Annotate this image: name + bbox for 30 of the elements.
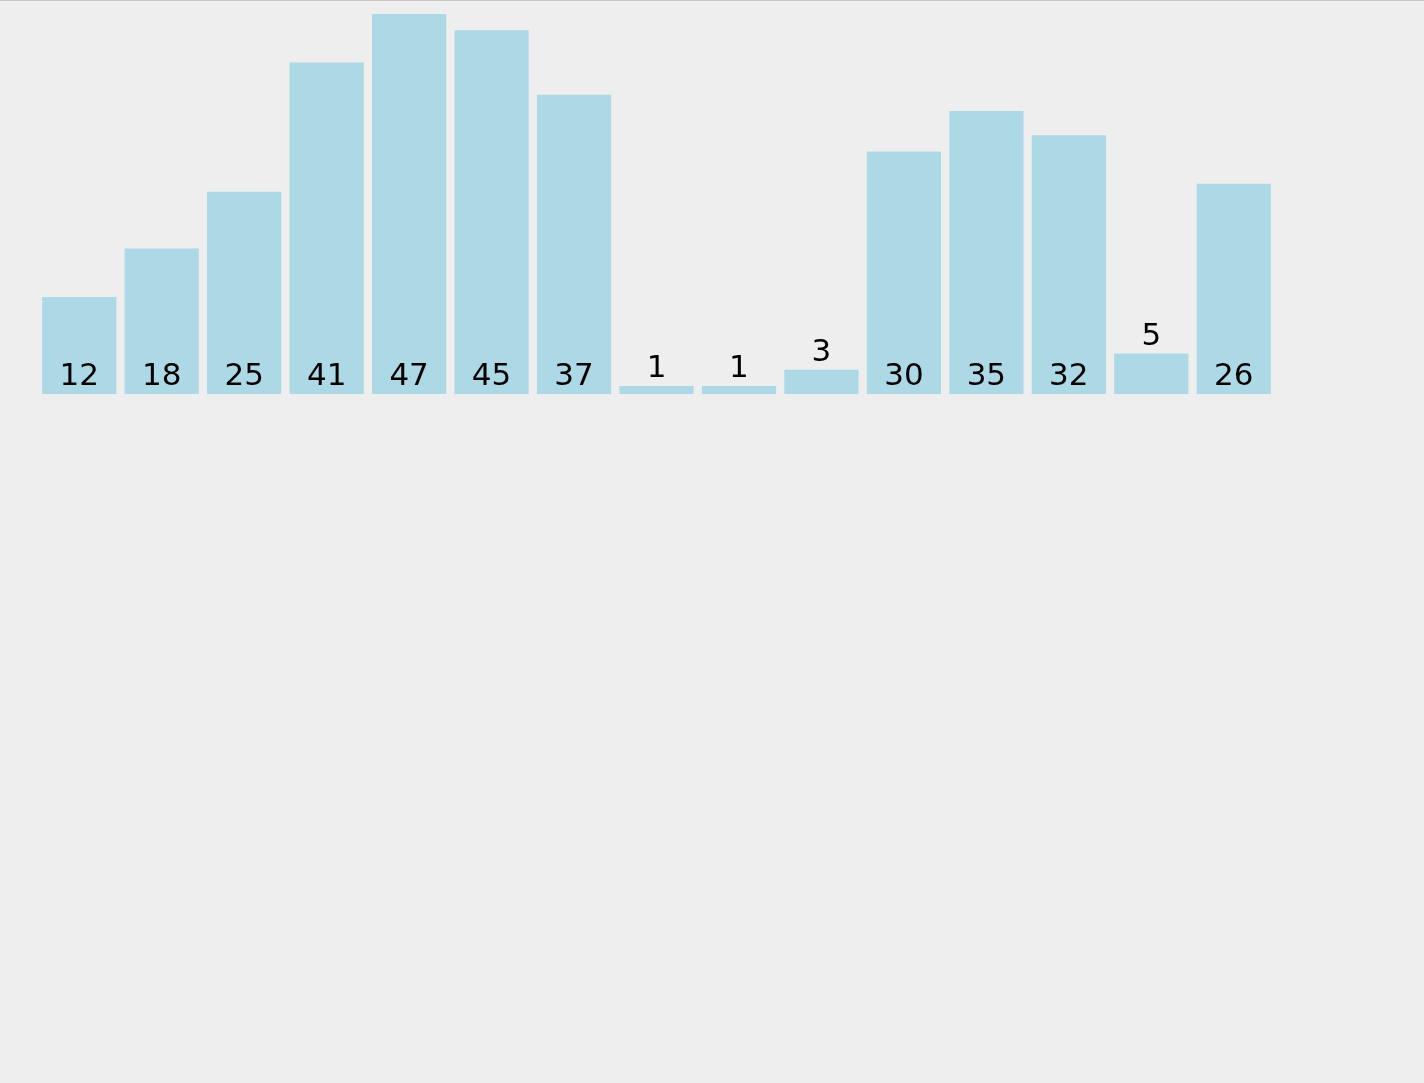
data-label: 41	[306, 356, 347, 392]
data-label: 47	[389, 356, 429, 392]
bar	[1114, 353, 1189, 394]
bar	[371, 14, 447, 394]
bar	[207, 191, 282, 394]
bar	[949, 111, 1024, 394]
bar	[866, 151, 942, 394]
bar	[619, 385, 694, 394]
bar	[42, 296, 117, 394]
data-label: 37	[554, 356, 594, 392]
data-label: 18	[141, 356, 182, 392]
bar	[536, 94, 612, 394]
bar	[1196, 183, 1271, 394]
data-label: 3	[811, 331, 832, 368]
bar	[124, 248, 199, 394]
data-label: 1	[729, 347, 749, 384]
bar	[784, 369, 859, 394]
data-label: 5	[1141, 315, 1162, 352]
bar	[454, 30, 529, 394]
data-label: 1	[646, 347, 667, 384]
data-label: 45	[471, 356, 512, 392]
data-label: 26	[1214, 356, 1254, 392]
bar	[1031, 135, 1106, 394]
data-label: 12	[59, 356, 99, 392]
bar	[701, 385, 777, 394]
data-label: 25	[224, 356, 264, 392]
data-label: 30	[884, 356, 924, 392]
data-label: 35	[966, 356, 1007, 392]
data-label: 32	[1049, 356, 1089, 392]
bar	[289, 62, 364, 394]
